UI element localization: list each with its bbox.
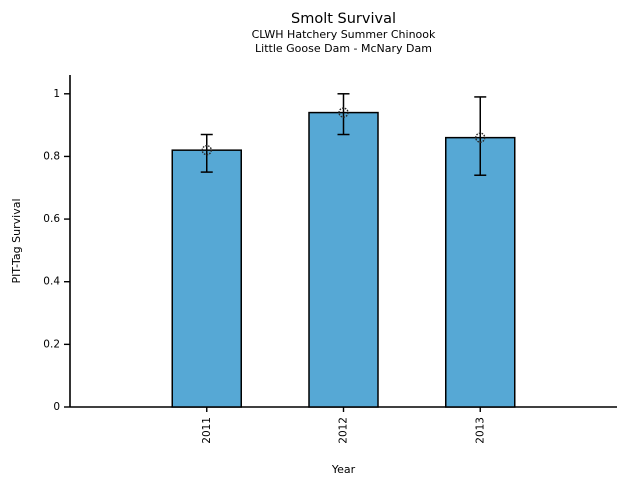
title-block: Smolt Survival CLWH Hatchery Summer Chin…	[70, 10, 617, 55]
y-axis-label: PIT-Tag Survival	[10, 198, 23, 284]
mean-marker-circle	[338, 107, 349, 118]
x-tick-label: 2012	[338, 417, 350, 444]
bar	[445, 136, 516, 408]
y-tick-label: 0.2	[43, 338, 60, 350]
x-tick-label: 2013	[474, 417, 486, 444]
chart-subtitle-line-1: CLWH Hatchery Summer Chinook	[251, 28, 436, 41]
y-tick-label: 1	[53, 88, 60, 100]
x-tick-label: 2011	[201, 417, 213, 444]
chart-subtitle-line-2: Little Goose Dam - McNary Dam	[255, 41, 432, 55]
mean-marker-circle	[201, 144, 212, 156]
y-tick-label: 0.4	[43, 276, 60, 288]
bar	[308, 111, 379, 408]
x-axis-label: Year	[331, 463, 356, 476]
y-tick-label: 0.8	[43, 150, 60, 162]
y-tick-label: 0	[53, 401, 60, 413]
mean-marker-circle	[475, 132, 486, 143]
y-tick-label: 0.6	[43, 213, 60, 225]
chart-title: Smolt Survival	[291, 11, 396, 27]
bar	[171, 149, 242, 408]
